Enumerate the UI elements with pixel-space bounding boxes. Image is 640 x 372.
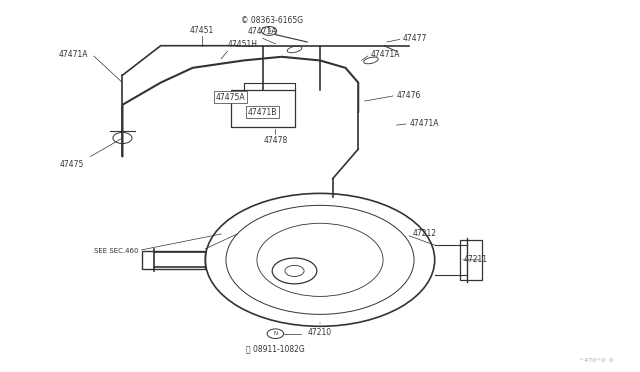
Bar <box>141 251 205 269</box>
Text: 47471B: 47471B <box>248 108 277 117</box>
Text: 47475: 47475 <box>60 160 84 169</box>
Text: 47475A: 47475A <box>216 93 246 102</box>
Text: 47210: 47210 <box>308 328 332 337</box>
Text: 47212: 47212 <box>412 230 436 238</box>
Text: 47478: 47478 <box>263 136 287 145</box>
Bar <box>460 240 483 280</box>
Text: SEE SEC.460: SEE SEC.460 <box>94 248 138 254</box>
Text: 47476: 47476 <box>396 91 421 100</box>
Text: 47471A: 47471A <box>248 28 277 36</box>
Text: S: S <box>268 28 271 33</box>
Text: 47471A: 47471A <box>409 119 438 128</box>
Text: Ⓝ 08911-1082G: Ⓝ 08911-1082G <box>246 345 305 354</box>
Bar <box>231 90 294 127</box>
Text: 47471A: 47471A <box>59 51 88 60</box>
Text: © 08363-6165G: © 08363-6165G <box>241 16 303 25</box>
Text: 47477: 47477 <box>403 34 428 43</box>
Text: 47211: 47211 <box>463 255 488 264</box>
Text: ^470^0  0: ^470^0 0 <box>579 358 613 363</box>
Text: 47451H: 47451H <box>228 41 258 49</box>
Text: 47471A: 47471A <box>371 51 401 60</box>
Text: N: N <box>273 331 278 336</box>
Text: 47451: 47451 <box>190 26 214 35</box>
